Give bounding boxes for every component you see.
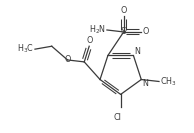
- Text: O: O: [120, 6, 127, 15]
- Text: Cl: Cl: [114, 113, 122, 122]
- Text: O: O: [142, 27, 149, 36]
- Text: CH$_3$: CH$_3$: [160, 75, 177, 88]
- Text: O: O: [64, 55, 71, 64]
- Text: N: N: [142, 79, 148, 88]
- Text: N: N: [134, 47, 140, 56]
- Text: H$_3$C: H$_3$C: [17, 43, 34, 55]
- Text: H$_2$N: H$_2$N: [89, 24, 106, 36]
- Text: O: O: [86, 36, 92, 45]
- Text: S: S: [121, 27, 126, 36]
